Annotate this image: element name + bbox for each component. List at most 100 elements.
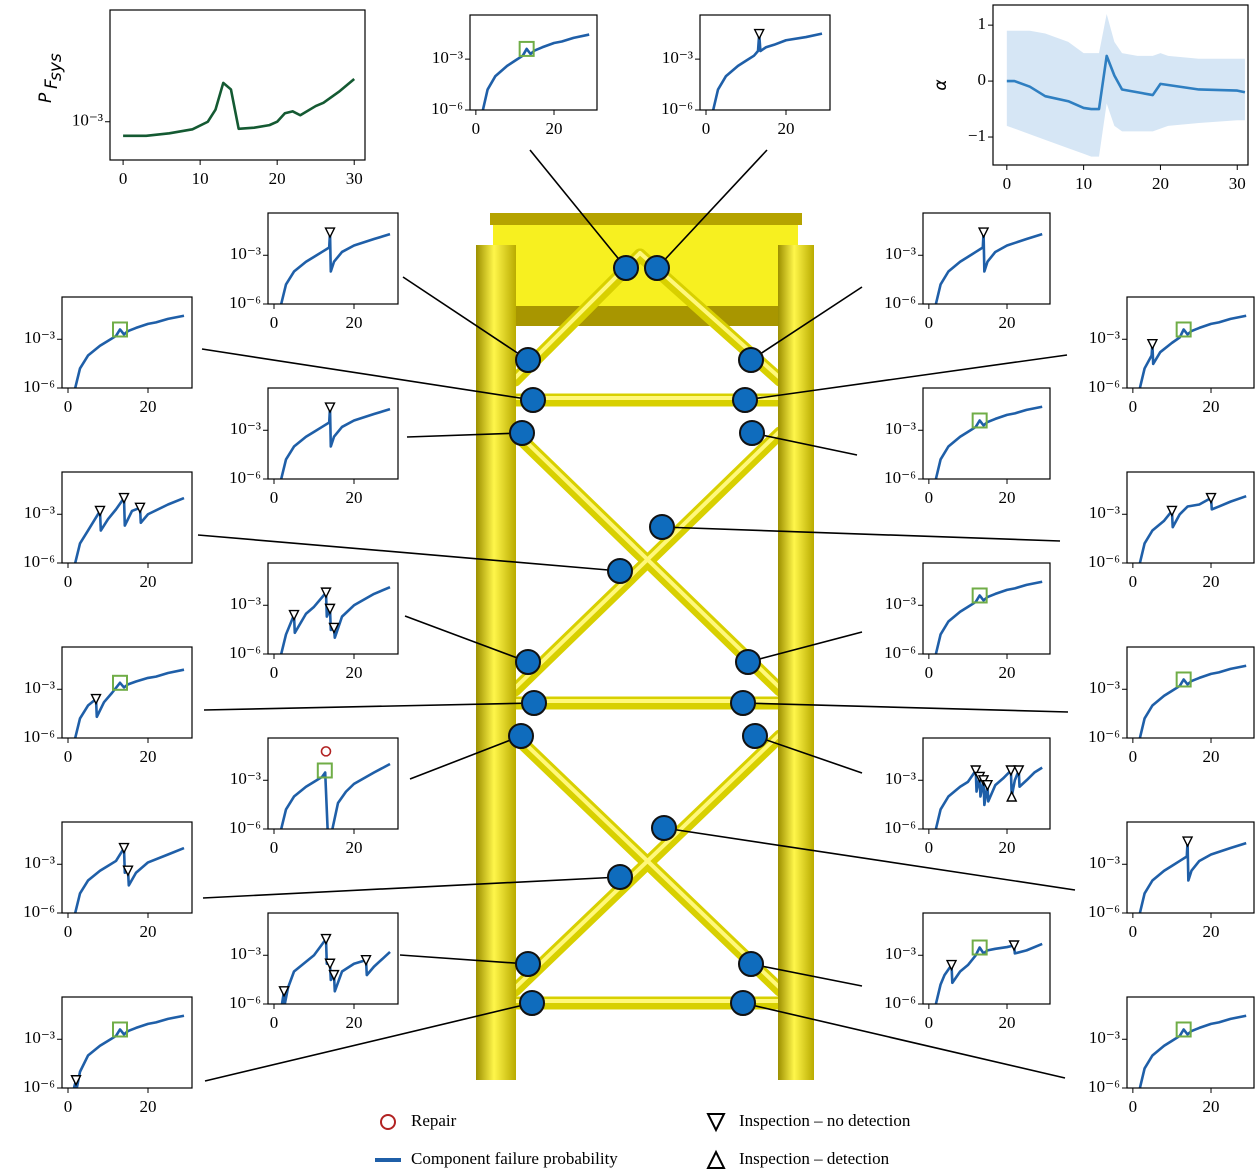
data-line <box>934 580 1043 654</box>
x-tick-label: 30 <box>346 169 363 188</box>
no-detection-marker <box>1005 765 1017 777</box>
y-tick-label: 10⁻³ <box>230 594 261 613</box>
x-tick-label: 20 <box>1152 174 1169 193</box>
axes-frame <box>267 212 399 305</box>
x-tick-label: 0 <box>925 663 934 682</box>
node <box>730 990 756 1016</box>
connector <box>742 1002 1066 1079</box>
no-detection-marker <box>981 779 994 792</box>
y-tick-label: 10⁻³ <box>662 48 693 67</box>
plot-area <box>1138 314 1247 388</box>
x-tick-label: 0 <box>270 663 279 682</box>
x-tick-label: 20 <box>140 397 157 416</box>
no-detection-marker <box>288 609 300 622</box>
y-tick-label: 10⁻⁶ <box>229 993 261 1012</box>
axes-frame <box>1126 821 1255 914</box>
no-detection-marker <box>360 954 372 967</box>
highlight-marker <box>971 587 988 604</box>
nodes <box>508 255 768 1016</box>
y-tick-label: 10⁻⁶ <box>23 727 55 746</box>
y-tick-label: 10⁻⁶ <box>884 993 916 1012</box>
plot-area <box>1006 13 1246 157</box>
x-tick-label: 30 <box>1229 174 1246 193</box>
connector <box>203 702 535 711</box>
node <box>732 387 758 413</box>
x-tick-label: 20 <box>999 838 1016 857</box>
y-tick-label: 10⁻³ <box>1089 503 1120 522</box>
highlight-marker <box>971 939 988 956</box>
x-tick-label: 20 <box>346 838 363 857</box>
no-detection-marker <box>118 492 130 505</box>
node <box>649 514 675 540</box>
y-tick-label: 10⁻⁶ <box>23 552 55 571</box>
plot-area <box>934 231 1043 304</box>
x-tick-label: 0 <box>702 119 711 138</box>
y-axis-title: P <box>36 92 56 103</box>
plot-area <box>711 32 823 110</box>
x-tick-label: 20 <box>1203 922 1220 941</box>
x-tick-label: 20 <box>140 572 157 591</box>
axes-frame <box>267 562 399 655</box>
y-tick-label: 0 <box>978 70 987 89</box>
node <box>515 951 541 977</box>
node <box>607 864 633 890</box>
x-tick-label: 10 <box>1075 174 1092 193</box>
no-detection-marker <box>970 765 982 777</box>
no-detection-marker <box>1008 940 1020 952</box>
data-line <box>934 942 1043 1004</box>
no-detection-marker <box>90 693 102 706</box>
plot-area <box>73 496 185 563</box>
axes-frame <box>61 471 193 564</box>
node <box>738 951 764 977</box>
y-tick-label: 10⁻³ <box>1089 678 1120 697</box>
y-tick-label: 10⁻³ <box>24 503 55 522</box>
no-detection-marker <box>1013 765 1025 777</box>
y-axis-title: α <box>931 79 951 90</box>
x-tick-label: 0 <box>64 922 73 941</box>
no-detection-marker <box>1205 492 1217 505</box>
connector <box>751 432 858 456</box>
no-detection-marker <box>70 1075 82 1087</box>
node <box>651 815 677 841</box>
axes-frame <box>1126 296 1255 389</box>
y-axis-subscript: F <box>42 79 62 89</box>
x-tick-label: 0 <box>1129 922 1138 941</box>
plot-area <box>72 1014 185 1088</box>
y-tick-label: 10⁻⁶ <box>23 1077 55 1096</box>
connector <box>409 735 522 780</box>
y-tick-label: 10⁻⁶ <box>1088 1077 1120 1096</box>
y-tick-label: 10⁻³ <box>72 111 103 130</box>
data-line <box>279 585 391 654</box>
axes-frame <box>61 996 193 1089</box>
no-detection-marker <box>118 842 130 855</box>
x-tick-label: 20 <box>346 313 363 332</box>
x-tick-label: 20 <box>269 169 286 188</box>
data-line <box>1138 494 1247 563</box>
axes-frame <box>267 912 399 1005</box>
y-tick-label: 10⁻³ <box>24 328 55 347</box>
data-line <box>711 32 823 110</box>
no-detection-marker <box>328 969 340 982</box>
x-tick-label: 20 <box>999 313 1016 332</box>
y-tick-label: 10⁻³ <box>1089 328 1120 347</box>
x-tick-label: 0 <box>925 1013 934 1032</box>
y-tick-label: 10⁻³ <box>24 678 55 697</box>
axes-frame <box>1126 471 1255 564</box>
x-tick-label: 0 <box>472 119 481 138</box>
repair-marker <box>320 746 332 757</box>
connector <box>404 615 529 663</box>
node <box>515 649 541 675</box>
axes-frame <box>61 821 193 914</box>
no-detection-marker <box>1181 836 1194 848</box>
y-tick-label: 10⁻⁶ <box>23 902 55 921</box>
data-line <box>1138 314 1247 388</box>
no-detection-marker <box>753 28 765 41</box>
y-tick-label: 10⁻³ <box>24 1028 55 1047</box>
connector <box>744 354 1068 401</box>
node <box>742 723 768 749</box>
data-line <box>72 1014 185 1088</box>
plot-area <box>73 314 185 388</box>
plot-area <box>481 33 590 110</box>
axes-frame <box>61 646 193 739</box>
node <box>508 723 534 749</box>
